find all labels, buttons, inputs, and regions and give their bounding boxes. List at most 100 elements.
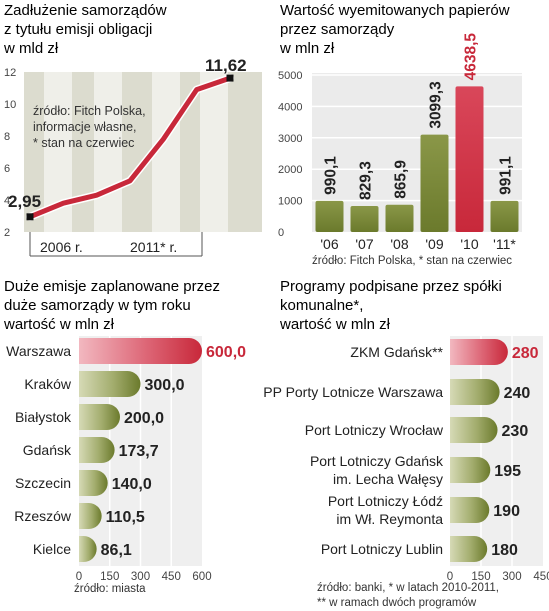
- issued-y-tick: 4000: [278, 101, 302, 113]
- debt-title-line-1: Zadłużenie samorządów: [4, 2, 167, 19]
- programs-source-line-1: źródło: banki, * w latach 2010-2011,: [317, 582, 499, 594]
- debt-point: [226, 74, 234, 82]
- prog-chart-value-label: 240: [504, 385, 531, 402]
- big-chart-category-label: Białystok: [15, 409, 72, 425]
- big-chart-x-tick: 450: [162, 571, 181, 583]
- issued-y-tick: 2000: [278, 164, 302, 176]
- big-chart-x-tick: 600: [192, 571, 211, 583]
- big-chart-bar: [79, 470, 108, 496]
- programs-source-line-2: ** w ramach dwóch programów: [317, 597, 477, 609]
- issued-x-label: '07: [355, 236, 373, 252]
- prog-chart-value-label: 190: [493, 503, 520, 520]
- big-chart-category-label: Szczecin: [15, 475, 71, 491]
- big-chart-category-label: Rzeszów: [14, 508, 72, 524]
- debt-title-line-3: w mld zł: [3, 40, 59, 57]
- debt-column-stripe: [94, 72, 122, 232]
- debt-y-tick: 2: [4, 227, 10, 239]
- big-issues-source: źródło: miasta: [74, 583, 146, 595]
- big-chart-bar: [79, 437, 115, 463]
- debt-start-label: 2,95: [8, 192, 41, 211]
- issued-value-label: 865,9: [393, 160, 410, 199]
- debt-title-line-2: z tytułu emisji obligacji: [4, 21, 152, 38]
- big-chart-category-label: Gdańsk: [23, 442, 72, 458]
- big-issues-title-line-2: duże samorządy w tym roku: [4, 297, 191, 314]
- debt-point: [26, 213, 34, 221]
- prog-chart-x-tick: 450: [533, 571, 549, 583]
- prog-chart-x-tick: 0: [447, 571, 453, 583]
- big-chart-value-label: 140,0: [112, 476, 152, 493]
- programs-title-line-2: komunalne*,: [280, 297, 363, 314]
- issued-title-line-2: przez samorządy: [280, 21, 395, 38]
- prog-chart-bar: [450, 417, 498, 443]
- issued-chart: 0 1000 2000 3000 4000 5000 990,1 '06 829,3 '07 865…: [278, 33, 522, 252]
- big-issues-title-line-3: wartość w mln zł: [3, 316, 115, 333]
- debt-highlight-columns: [44, 72, 228, 232]
- big-chart-value-label: 200,0: [124, 410, 164, 427]
- prog-chart-category-label: Port Lotniczy Łódź: [328, 493, 443, 509]
- big-issues-panel: Duże emisje zaplanowane przez duże samor…: [3, 278, 246, 595]
- big-chart-bar: [79, 503, 102, 529]
- programs-title-line-1: Programy podpisane przez spółki: [280, 278, 502, 295]
- big-chart-x-tick: 0: [76, 571, 82, 583]
- big-chart-bar: [79, 371, 141, 397]
- big-chart-value-label: 173,7: [119, 443, 159, 460]
- issued-source: źródło: Fitch Polska, * stan na czerwiec: [312, 255, 512, 267]
- issued-x-label: '08: [390, 236, 408, 252]
- prog-chart-x-tick: 150: [471, 571, 490, 583]
- issued-x-label: '10: [460, 236, 478, 252]
- debt-note-line-1: źródło: Fitch Polska,: [33, 104, 146, 118]
- issued-plot-bg: [312, 73, 522, 232]
- issued-value-label: 829,3: [358, 161, 375, 200]
- issued-bar: [420, 134, 449, 232]
- programs-chart: 0 150 300 450 280 ZKM Gdańsk** 240 PP Porty Lot…: [263, 336, 549, 583]
- prog-chart-category-label: PP Porty Lotnicze Warszawa: [263, 384, 443, 400]
- prog-chart-category-label: ZKM Gdańsk**: [350, 344, 443, 360]
- prog-chart-bar: [450, 536, 488, 562]
- big-chart-value-label: 86,1: [101, 542, 132, 559]
- prog-chart-category-label: Port Lotniczy Gdańsk: [310, 453, 444, 469]
- big-chart-bar: [79, 536, 97, 562]
- debt-y-tick: 6: [4, 163, 10, 175]
- issued-value-label: 3099,3: [428, 81, 445, 129]
- debt-note-line-3: * stan na czerwiec: [33, 136, 134, 150]
- prog-chart-value-label: 280: [512, 345, 539, 362]
- debt-line-series: [27, 75, 233, 220]
- prog-chart-category-label: Port Lotniczy Lublin: [321, 541, 443, 557]
- issued-bar: [385, 204, 414, 232]
- debt-y-tick: 8: [4, 131, 10, 143]
- big-chart-x-tick: 150: [100, 571, 119, 583]
- debt-y-tick: 4: [4, 195, 10, 207]
- issued-value-label: 991,1: [498, 156, 515, 195]
- issued-bar: [350, 205, 379, 232]
- prog-chart-value-label: 195: [494, 463, 521, 480]
- prog-chart-category-label: im Wł. Reymonta: [336, 511, 443, 527]
- prog-chart-bar: [450, 497, 490, 523]
- big-chart-bar: [79, 338, 202, 364]
- prog-chart-value-label: 180: [491, 542, 518, 559]
- issued-y-tick: 1000: [278, 196, 302, 208]
- big-chart-category-label: Warszawa: [6, 343, 71, 359]
- prog-chart-plot-bg: [450, 336, 543, 566]
- prog-chart-category-label: im. Lecha Wałęsy: [333, 471, 443, 487]
- big-chart-value-label: 110,5: [106, 509, 145, 526]
- issued-panel: Wartość wyemitowanych papierów przez sam…: [278, 2, 522, 267]
- issued-y-tick: 5000: [278, 70, 302, 82]
- issued-x-label: '09: [425, 236, 443, 252]
- programs-panel: Programy podpisane przez spółki komunaln…: [263, 278, 549, 609]
- debt-column-stripe: [200, 72, 228, 232]
- prog-chart-bar: [450, 339, 508, 365]
- issued-bar: [455, 86, 484, 232]
- prog-chart-value-label: 230: [502, 423, 529, 440]
- debt-note-line-2: informacje własne,: [33, 120, 137, 134]
- debt-x-label-start: 2006 r.: [40, 239, 83, 255]
- debt-y-tick: 10: [4, 99, 16, 111]
- issued-title-line-1: Wartość wyemitowanych papierów: [280, 2, 510, 19]
- prog-chart-x-tick: 300: [502, 571, 521, 583]
- debt-line: 2,95 11,62: [8, 56, 247, 221]
- big-chart-category-label: Kielce: [33, 541, 71, 557]
- big-chart-bar: [79, 404, 120, 430]
- issued-bar: [490, 200, 519, 232]
- prog-chart-bar: [450, 379, 500, 405]
- issued-value-label: 990,1: [323, 156, 340, 195]
- debt-panel: Zadłużenie samorządów z tytułu emisji ob…: [3, 2, 262, 257]
